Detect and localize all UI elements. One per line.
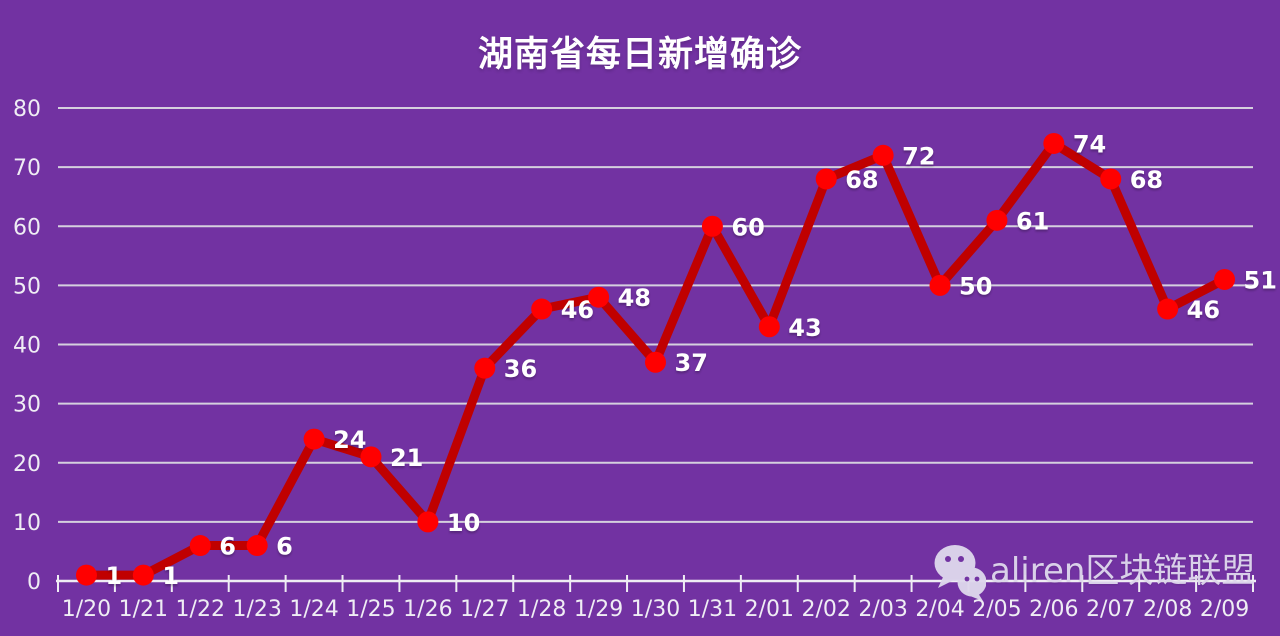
data-label: 68: [1130, 166, 1163, 194]
data-point: [645, 351, 666, 373]
x-axis-tick-label: 1/31: [688, 597, 737, 622]
data-label: 60: [731, 213, 764, 241]
data-point: [588, 286, 610, 308]
data-point: [474, 357, 496, 379]
data-label: 1: [105, 562, 122, 590]
x-axis-tick-label: 1/23: [232, 597, 281, 622]
data-point: [75, 564, 97, 586]
data-label: 37: [675, 349, 708, 377]
data-label: 51: [1244, 266, 1277, 294]
data-point: [1157, 298, 1179, 320]
x-axis-tick-label: 2/09: [1200, 597, 1249, 622]
y-axis-tick-label: 30: [13, 393, 41, 418]
data-label: 24: [333, 426, 366, 454]
data-label: 74: [1073, 130, 1106, 158]
data-label: 50: [959, 272, 992, 300]
y-axis-tick-label: 0: [27, 570, 41, 595]
y-axis-tick-label: 60: [13, 215, 41, 240]
data-label: 68: [845, 166, 878, 194]
data-point: [758, 316, 780, 338]
data-point: [417, 511, 439, 533]
data-label: 36: [504, 355, 537, 383]
x-axis-tick-label: 1/22: [176, 597, 225, 622]
data-label: 72: [902, 142, 935, 170]
chart-title: 湖南省每日新增确诊: [477, 35, 802, 75]
x-axis-tick-label: 1/26: [403, 597, 452, 622]
data-label: 61: [1016, 207, 1049, 235]
data-point: [929, 274, 951, 296]
data-point: [246, 535, 268, 557]
x-axis-tick-label: 1/20: [62, 597, 111, 622]
x-axis-tick-label: 2/08: [1143, 597, 1192, 622]
data-point: [986, 209, 1008, 231]
data-point: [815, 168, 837, 190]
x-axis-tick-label: 1/29: [574, 597, 623, 622]
x-axis-tick-label: 2/07: [1086, 597, 1135, 622]
watermark-text: aliren区块链联盟: [990, 551, 1256, 591]
x-axis-tick-label: 2/03: [858, 597, 907, 622]
x-axis-tick-label: 1/21: [119, 597, 168, 622]
data-label: 6: [276, 533, 293, 561]
data-label: 6: [219, 533, 236, 561]
y-axis-tick-label: 80: [13, 97, 41, 122]
data-label: 10: [447, 509, 480, 537]
data-point: [531, 298, 553, 320]
x-axis-tick-label: 2/02: [802, 597, 851, 622]
x-axis-tick-label: 2/06: [1029, 597, 1078, 622]
y-axis-tick-label: 40: [13, 334, 41, 359]
x-axis-tick-label: 1/27: [460, 597, 509, 622]
data-label: 46: [561, 296, 594, 324]
x-axis-tick-label: 1/28: [517, 597, 566, 622]
y-axis-tick-label: 20: [13, 452, 41, 477]
x-axis-tick-label: 1/24: [289, 597, 338, 622]
x-axis-tick-label: 1/25: [346, 597, 395, 622]
data-point: [872, 144, 894, 166]
x-axis-tick-label: 2/01: [745, 597, 794, 622]
data-label: 21: [390, 444, 423, 472]
data-point: [1214, 268, 1236, 290]
x-axis-tick-label: 2/04: [915, 597, 964, 622]
data-point: [701, 215, 723, 237]
data-label: 46: [1187, 296, 1220, 324]
wechat-icon: [934, 545, 986, 601]
data-point: [1100, 168, 1122, 190]
watermark: aliren区块链联盟: [928, 541, 1255, 601]
data-point: [132, 564, 154, 586]
data-point: [303, 428, 325, 450]
y-axis-tick-label: 70: [13, 156, 41, 181]
data-label: 1: [162, 562, 179, 590]
y-axis-tick-label: 10: [13, 511, 41, 536]
data-point: [1043, 132, 1065, 154]
y-axis-tick-label: 50: [13, 274, 41, 299]
x-axis-tick-label: 2/05: [972, 597, 1021, 622]
x-axis-tick-label: 1/30: [631, 597, 680, 622]
data-label: 43: [788, 314, 821, 342]
data-point: [360, 446, 382, 468]
data-label: 48: [618, 284, 651, 312]
data-point: [189, 535, 211, 557]
